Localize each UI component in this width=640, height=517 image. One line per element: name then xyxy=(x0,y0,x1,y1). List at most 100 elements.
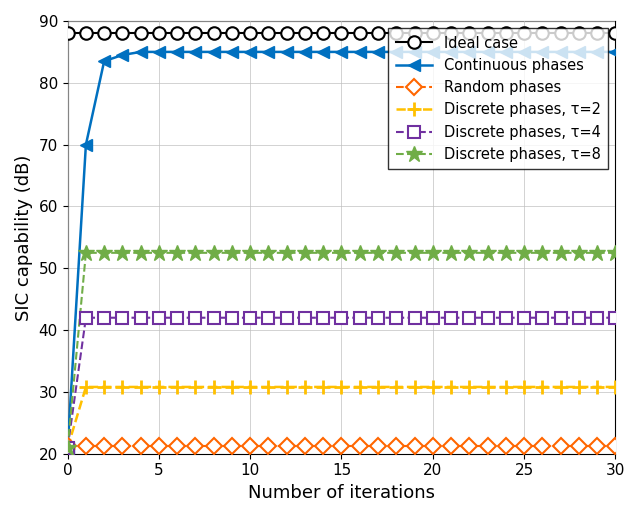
Discrete phases, τ=2 xyxy=(301,384,309,390)
Continuous phases xyxy=(611,49,619,55)
Continuous phases xyxy=(465,49,473,55)
Discrete phases, τ=8 xyxy=(575,250,582,256)
Random phases xyxy=(210,443,218,449)
Random phases xyxy=(593,443,601,449)
Random phases xyxy=(338,443,346,449)
Discrete phases, τ=4 xyxy=(502,315,509,321)
Continuous phases xyxy=(100,58,108,64)
Ideal case xyxy=(575,31,582,37)
Continuous phases xyxy=(484,49,492,55)
Discrete phases, τ=4 xyxy=(118,315,126,321)
Discrete phases, τ=8 xyxy=(520,250,528,256)
Discrete phases, τ=2 xyxy=(447,384,455,390)
Random phases xyxy=(100,443,108,449)
Random phases xyxy=(447,443,455,449)
Ideal case xyxy=(319,31,327,37)
Discrete phases, τ=2 xyxy=(374,384,382,390)
Discrete phases, τ=2 xyxy=(210,384,218,390)
Random phases xyxy=(356,443,364,449)
Random phases xyxy=(64,443,72,449)
Continuous phases xyxy=(137,49,145,55)
Discrete phases, τ=8 xyxy=(484,250,492,256)
Line: Random phases: Random phases xyxy=(62,441,621,452)
Continuous phases xyxy=(502,49,509,55)
Ideal case xyxy=(611,31,619,37)
Line: Discrete phases, τ=2: Discrete phases, τ=2 xyxy=(61,380,622,454)
Discrete phases, τ=2 xyxy=(246,384,254,390)
Discrete phases, τ=4 xyxy=(538,315,546,321)
Ideal case xyxy=(538,31,546,37)
Random phases xyxy=(374,443,382,449)
Ideal case xyxy=(338,31,346,37)
Discrete phases, τ=2 xyxy=(338,384,346,390)
Random phases xyxy=(191,443,199,449)
Discrete phases, τ=8 xyxy=(155,250,163,256)
Ideal case xyxy=(502,31,509,37)
Discrete phases, τ=4 xyxy=(392,315,400,321)
Continuous phases xyxy=(575,49,582,55)
Line: Ideal case: Ideal case xyxy=(61,27,621,40)
Random phases xyxy=(484,443,492,449)
Ideal case xyxy=(137,31,145,37)
Ideal case xyxy=(593,31,601,37)
Discrete phases, τ=4 xyxy=(338,315,346,321)
Discrete phases, τ=4 xyxy=(137,315,145,321)
Discrete phases, τ=4 xyxy=(319,315,327,321)
Discrete phases, τ=8 xyxy=(356,250,364,256)
Discrete phases, τ=4 xyxy=(520,315,528,321)
Ideal case xyxy=(447,31,455,37)
Discrete phases, τ=2 xyxy=(264,384,272,390)
Ideal case xyxy=(191,31,199,37)
Random phases xyxy=(301,443,309,449)
Ideal case xyxy=(82,31,90,37)
Discrete phases, τ=4 xyxy=(155,315,163,321)
Random phases xyxy=(392,443,400,449)
Continuous phases xyxy=(411,49,419,55)
Discrete phases, τ=2 xyxy=(575,384,582,390)
Ideal case xyxy=(411,31,419,37)
Discrete phases, τ=2 xyxy=(593,384,601,390)
Discrete phases, τ=8 xyxy=(137,250,145,256)
Discrete phases, τ=2 xyxy=(319,384,327,390)
Random phases xyxy=(246,443,254,449)
Random phases xyxy=(411,443,419,449)
Discrete phases, τ=2 xyxy=(64,445,72,451)
Discrete phases, τ=4 xyxy=(611,315,619,321)
Discrete phases, τ=8 xyxy=(283,250,291,256)
Continuous phases xyxy=(538,49,546,55)
Ideal case xyxy=(283,31,291,37)
Ideal case xyxy=(520,31,528,37)
Discrete phases, τ=2 xyxy=(520,384,528,390)
Ideal case xyxy=(465,31,473,37)
Discrete phases, τ=8 xyxy=(210,250,218,256)
Random phases xyxy=(137,443,145,449)
Ideal case xyxy=(173,31,181,37)
Continuous phases xyxy=(557,49,564,55)
Discrete phases, τ=8 xyxy=(100,250,108,256)
Discrete phases, τ=4 xyxy=(484,315,492,321)
Discrete phases, τ=2 xyxy=(100,384,108,390)
Continuous phases xyxy=(118,52,126,58)
Line: Discrete phases, τ=4: Discrete phases, τ=4 xyxy=(62,312,621,453)
Random phases xyxy=(520,443,528,449)
Discrete phases, τ=8 xyxy=(447,250,455,256)
Continuous phases xyxy=(301,49,309,55)
Line: Discrete phases, τ=8: Discrete phases, τ=8 xyxy=(60,245,623,456)
Line: Continuous phases: Continuous phases xyxy=(61,45,621,454)
Ideal case xyxy=(429,31,436,37)
Continuous phases xyxy=(264,49,272,55)
Random phases xyxy=(502,443,509,449)
Discrete phases, τ=8 xyxy=(429,250,436,256)
X-axis label: Number of iterations: Number of iterations xyxy=(248,484,435,502)
Ideal case xyxy=(100,31,108,37)
Discrete phases, τ=8 xyxy=(64,445,72,451)
Random phases xyxy=(228,443,236,449)
Continuous phases xyxy=(374,49,382,55)
Random phases xyxy=(283,443,291,449)
Discrete phases, τ=8 xyxy=(411,250,419,256)
Discrete phases, τ=8 xyxy=(557,250,564,256)
Ideal case xyxy=(246,31,254,37)
Discrete phases, τ=4 xyxy=(173,315,181,321)
Discrete phases, τ=2 xyxy=(557,384,564,390)
Discrete phases, τ=4 xyxy=(593,315,601,321)
